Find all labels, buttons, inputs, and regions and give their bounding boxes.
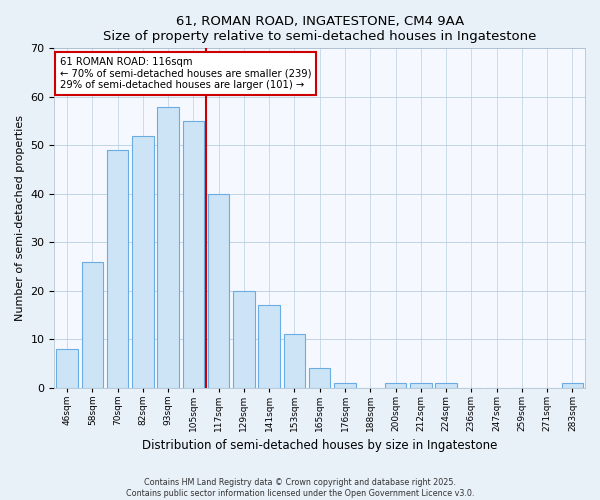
Bar xyxy=(132,136,154,388)
Bar xyxy=(82,262,103,388)
Bar xyxy=(435,383,457,388)
Bar xyxy=(410,383,431,388)
Y-axis label: Number of semi-detached properties: Number of semi-detached properties xyxy=(15,115,25,321)
X-axis label: Distribution of semi-detached houses by size in Ingatestone: Distribution of semi-detached houses by … xyxy=(142,440,497,452)
Bar xyxy=(56,349,78,388)
Bar xyxy=(334,383,356,388)
Bar xyxy=(107,150,128,388)
Bar xyxy=(284,334,305,388)
Bar xyxy=(182,121,204,388)
Bar xyxy=(233,291,254,388)
Text: Contains HM Land Registry data © Crown copyright and database right 2025.
Contai: Contains HM Land Registry data © Crown c… xyxy=(126,478,474,498)
Bar xyxy=(208,194,229,388)
Title: 61, ROMAN ROAD, INGATESTONE, CM4 9AA
Size of property relative to semi-detached : 61, ROMAN ROAD, INGATESTONE, CM4 9AA Siz… xyxy=(103,15,536,43)
Bar xyxy=(385,383,406,388)
Text: 61 ROMAN ROAD: 116sqm
← 70% of semi-detached houses are smaller (239)
29% of sem: 61 ROMAN ROAD: 116sqm ← 70% of semi-deta… xyxy=(60,57,311,90)
Bar xyxy=(259,306,280,388)
Bar xyxy=(157,106,179,388)
Bar xyxy=(309,368,331,388)
Bar xyxy=(562,383,583,388)
